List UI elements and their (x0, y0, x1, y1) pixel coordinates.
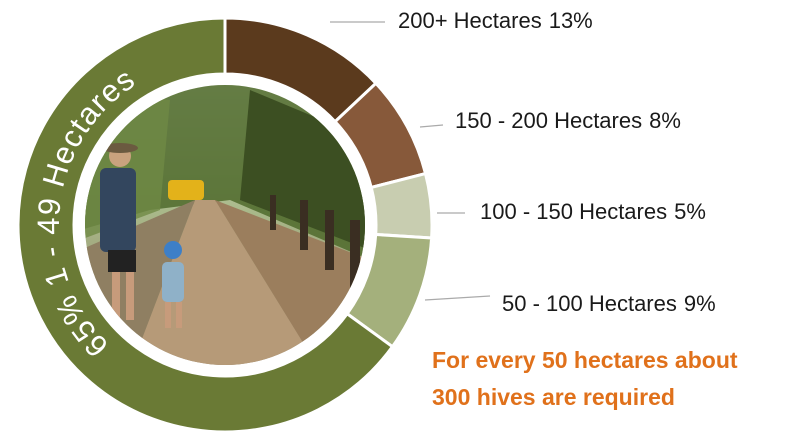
leader-line (419, 124, 444, 128)
value-label: 9% (684, 291, 716, 316)
photo (85, 85, 365, 365)
leader-line (424, 295, 491, 301)
annotation: For every 50 hectares about (432, 347, 738, 373)
slices (16, 16, 434, 433)
slice-label: 200+ Hectares 13% (398, 8, 593, 33)
category-label: 150 - 200 Hectares (455, 108, 642, 133)
value-label: 8% (649, 108, 681, 133)
slice (16, 16, 395, 433)
category-label: 50 - 100 Hectares (502, 291, 677, 316)
slice-label: 150 - 200 Hectares 8% (455, 108, 681, 133)
slice-label: 100 - 150 Hectares 5% (480, 199, 706, 224)
slice-label: 50 - 100 Hectares 9% (502, 291, 716, 316)
value-label: 5% (674, 199, 706, 224)
annotation: 300 hives are required (432, 384, 675, 410)
category-label: 100 - 150 Hectares (480, 199, 667, 224)
category-label: 200+ Hectares (398, 8, 542, 33)
value-label: 13% (549, 8, 593, 33)
